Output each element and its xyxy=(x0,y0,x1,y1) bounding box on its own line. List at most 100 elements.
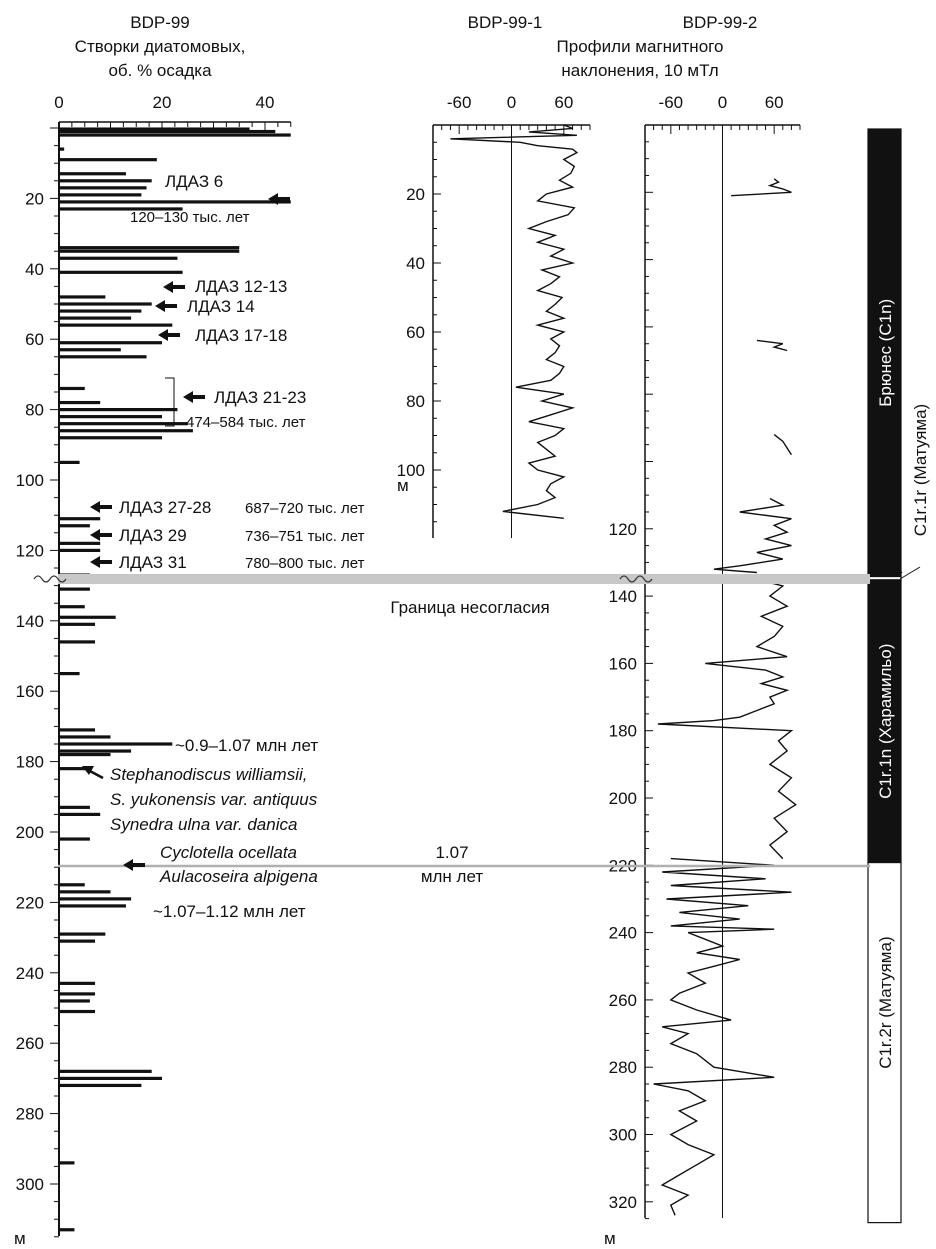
diatom-bar xyxy=(59,256,178,260)
core2-y-tick-label: 280 xyxy=(609,1058,637,1077)
diatom-bar xyxy=(59,749,132,753)
diatom-y-tick-label: 180 xyxy=(16,753,44,772)
core2-y-tick-label: 200 xyxy=(609,789,637,808)
polarity-label-matuyama-2r: C1r.2r (Матуяма) xyxy=(876,936,895,1068)
diatom-bar xyxy=(59,932,106,936)
arrow-ldaz-12-13 xyxy=(163,281,185,293)
diatom-bar xyxy=(59,172,126,176)
core2-y-tick-label: 300 xyxy=(609,1126,637,1145)
diatom-bar xyxy=(59,1076,162,1080)
diatom-header: BDP-99 Створки диатомовых, об. % осадка xyxy=(75,13,246,80)
core2-y-tick-label: 160 xyxy=(609,654,637,673)
core2-y-tick-label: 260 xyxy=(609,991,637,1010)
core2-x-tick-label: 60 xyxy=(765,93,784,112)
diatom-bar xyxy=(59,767,90,771)
arrow-ldaz-29 xyxy=(90,529,112,541)
diatom-panel: 0 20 40 20 40 60 80 100 120 140 160 180 200 220 240 260… xyxy=(14,93,292,1249)
core2-header: BDP-99-2 xyxy=(683,13,758,32)
ldaz-31-label: ЛДАЗ 31 xyxy=(119,553,187,572)
inclination-header-line2: наклонения, 10 мТл xyxy=(561,61,718,80)
core2-x-tick-label: 0 xyxy=(718,93,727,112)
boundaries: Граница несогласия xyxy=(33,574,870,868)
diatom-header-line3: об. % осадка xyxy=(108,61,212,80)
diatom-bar xyxy=(59,400,101,405)
ldaz-29-label: ЛДАЗ 29 xyxy=(119,526,187,545)
unconformity-label: Граница несогласия xyxy=(390,598,549,617)
arrow-ldaz-12-13-shape xyxy=(163,281,185,293)
core1-y-tick-label: 100 xyxy=(397,461,425,480)
core2-y-tick-label: 140 xyxy=(609,587,637,606)
diatom-y-tick-label: 120 xyxy=(16,541,44,560)
core2-inclination-segment xyxy=(773,434,792,456)
diatom-bar xyxy=(59,341,162,345)
diatom-bar xyxy=(59,422,188,426)
core2-inclination-segment xyxy=(657,578,797,860)
diatom-bar xyxy=(59,302,152,306)
diatom-bar xyxy=(59,193,142,197)
diatom-bar xyxy=(59,939,96,943)
diatom-bar xyxy=(59,728,96,732)
diatom-bar xyxy=(59,249,240,253)
core1-inclination-line xyxy=(450,124,579,519)
diatom-bar xyxy=(59,999,90,1003)
arrow-taxa-2 xyxy=(123,859,145,871)
polarity-zone xyxy=(867,579,902,864)
diatom-x-tick-label: 0 xyxy=(54,93,63,112)
diatom-bar xyxy=(59,295,106,299)
diatom-header-line2: Створки диатомовых, xyxy=(75,37,246,56)
arrow-ldaz-27-28 xyxy=(90,501,112,513)
taxon-stephanodiscus: Stephanodiscus williamsii, xyxy=(110,765,307,784)
polarity-zone xyxy=(867,861,902,1224)
diatom-header-line1: BDP-99 xyxy=(130,13,190,32)
diatom-y-tick-label: 100 xyxy=(16,471,44,490)
arrow-ldaz-6-shape xyxy=(268,193,290,205)
core2-inclination-segment xyxy=(731,178,792,197)
diatom-bar xyxy=(59,408,178,412)
core1-x-tick-label: 0 xyxy=(507,93,516,112)
diatom-bar xyxy=(59,752,111,757)
diatom-y-tick-label: 220 xyxy=(16,893,44,912)
arrow-ldaz-17-18 xyxy=(158,329,180,341)
diatom-bar xyxy=(59,742,173,746)
arrow-taxa-1 xyxy=(82,766,104,780)
diatom-y-tick-label: 200 xyxy=(16,823,44,842)
arrow-ldaz-31-shape xyxy=(90,556,112,568)
ldaz-21-23-age: 474–584 тыс. лет xyxy=(186,414,306,431)
diatom-bar xyxy=(59,348,121,352)
arrow-ldaz-6 xyxy=(268,193,290,205)
core1-x-tick-label: 60 xyxy=(554,93,573,112)
age-note-09-107: ~0.9–1.07 млн лет xyxy=(175,736,318,755)
diatom-bar xyxy=(59,1161,75,1165)
core2-inclination-segment xyxy=(756,339,788,352)
diatom-y-tick-label: 240 xyxy=(16,964,44,983)
diatom-bar xyxy=(59,200,291,204)
diatom-bar xyxy=(59,837,90,841)
diatom-bar xyxy=(59,1083,142,1088)
taxon-synedra: Synedra ulna var. danica xyxy=(110,815,297,834)
diatom-bar xyxy=(59,812,101,816)
diatom-y-tick-label: 320 xyxy=(16,1245,44,1249)
diatom-y-tick-label: 80 xyxy=(25,401,44,420)
diatom-bar xyxy=(59,129,276,134)
diatom-bar xyxy=(59,640,96,644)
diatom-bar xyxy=(59,615,116,619)
polarity-zone xyxy=(867,128,902,578)
diatom-bar xyxy=(59,890,111,894)
core2-x-tick-label: -60 xyxy=(659,93,684,112)
diatom-y-tick-label: 260 xyxy=(16,1034,44,1053)
core1-header: BDP-99-1 xyxy=(468,13,543,32)
diatom-bar xyxy=(59,1009,96,1014)
ldaz-14-label: ЛДАЗ 14 xyxy=(187,297,255,316)
core2-wavy-break xyxy=(619,575,653,583)
diatom-bar xyxy=(59,883,85,887)
core2-inclination-segment xyxy=(653,857,792,1216)
polarity-label-brunhes: Брюнес (C1n) xyxy=(876,299,895,407)
arrow-ldaz-14-shape xyxy=(155,300,177,312)
diatom-bar xyxy=(59,587,90,591)
diatom-y-tick-label: 160 xyxy=(16,682,44,701)
arrow-ldaz-14 xyxy=(155,300,177,312)
polarity-leader-line xyxy=(899,566,921,580)
